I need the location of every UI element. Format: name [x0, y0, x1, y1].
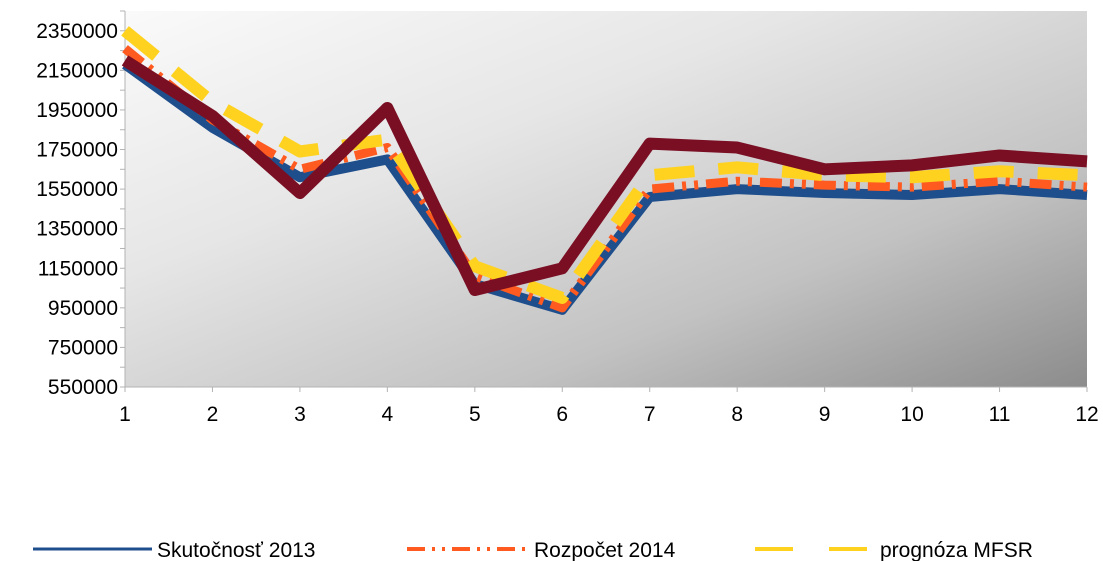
x-tick-label: 11: [989, 403, 1011, 426]
x-tick-label: 4: [382, 403, 394, 426]
x-tick-label: 1: [119, 403, 131, 426]
legend-label-2: Rozpočet 2014: [534, 539, 676, 561]
y-tick-label: 1750000: [36, 139, 118, 162]
x-tick-label: 6: [556, 403, 568, 426]
x-tick-label: 10: [900, 403, 923, 426]
x-tick-label: 5: [469, 403, 481, 426]
x-tick-label: 12: [1075, 403, 1098, 426]
y-tick-label: 1350000: [36, 218, 118, 241]
legend: Skutočnosť 2013 Rozpočet 2014 prognóza MFS…: [33, 539, 1033, 561]
x-tick-label: 8: [731, 403, 743, 426]
series-line-4: [121, 55, 1088, 297]
y-tick-label: 1950000: [36, 99, 118, 122]
legend-label-1: Skutočnosť 2013: [157, 539, 315, 561]
y-tick-label: 750000: [48, 336, 118, 359]
x-tick-label: 7: [644, 403, 656, 426]
legend-label-3: prognóza MFSR: [880, 539, 1033, 561]
y-tick-label: 950000: [48, 297, 118, 320]
x-tick-label: 2: [207, 403, 219, 426]
series-layer: [121, 26, 1088, 315]
x-tick-label: 3: [294, 403, 306, 426]
x-tick-label: 9: [819, 403, 831, 426]
y-tick-label: 1550000: [36, 178, 118, 201]
series-line-1: [122, 60, 1088, 315]
axes: 2350000215000019500001750000155000013500…: [36, 10, 1099, 426]
y-tick-label: 2350000: [36, 20, 118, 43]
y-tick-label: 1150000: [38, 257, 118, 280]
series-line-2: [122, 45, 1088, 313]
y-tick-label: 550000: [48, 376, 118, 399]
y-tick-label: 2150000: [36, 59, 118, 82]
series-line-3: [121, 26, 1088, 304]
